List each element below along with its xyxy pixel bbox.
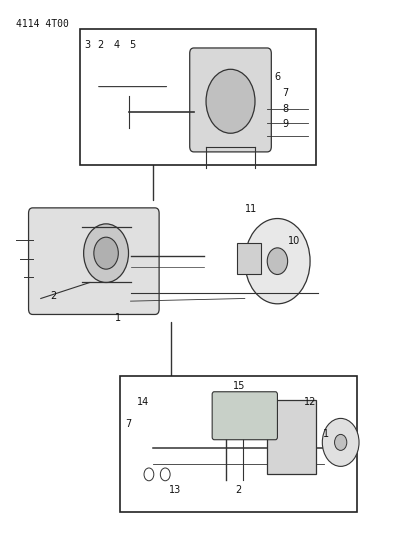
Text: 5: 5 <box>129 41 136 50</box>
Text: 15: 15 <box>233 382 245 391</box>
Circle shape <box>144 468 154 481</box>
Bar <box>267 400 316 474</box>
Circle shape <box>322 418 359 466</box>
Circle shape <box>245 219 310 304</box>
Text: 2: 2 <box>50 291 56 301</box>
Text: 1: 1 <box>323 430 330 439</box>
Text: 10: 10 <box>288 236 300 246</box>
Text: 13: 13 <box>169 486 182 495</box>
Text: 7: 7 <box>282 88 289 98</box>
FancyBboxPatch shape <box>212 392 277 440</box>
Text: 2: 2 <box>97 41 103 50</box>
Bar <box>80 29 316 165</box>
Text: 7: 7 <box>125 419 132 429</box>
Text: 8: 8 <box>282 104 289 114</box>
Text: 3: 3 <box>84 41 91 50</box>
FancyBboxPatch shape <box>29 208 159 314</box>
Bar <box>120 376 357 512</box>
Circle shape <box>84 224 129 282</box>
Text: 4: 4 <box>113 41 120 50</box>
Circle shape <box>267 248 288 274</box>
Circle shape <box>335 434 347 450</box>
Text: 2: 2 <box>235 486 242 495</box>
FancyBboxPatch shape <box>190 48 271 152</box>
Text: 9: 9 <box>282 119 289 128</box>
Text: 6: 6 <box>274 72 281 82</box>
Text: 14: 14 <box>137 398 149 407</box>
Circle shape <box>94 237 118 269</box>
Circle shape <box>206 69 255 133</box>
Text: 1: 1 <box>115 313 122 323</box>
Circle shape <box>160 468 170 481</box>
Bar <box>237 243 261 274</box>
Text: 4114 4T00: 4114 4T00 <box>16 19 69 29</box>
Text: 11: 11 <box>245 204 257 214</box>
Text: 12: 12 <box>304 398 316 407</box>
